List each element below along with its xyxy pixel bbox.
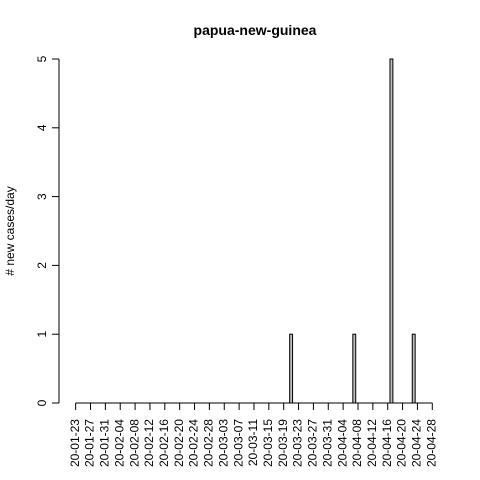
x-tick-label: 20-04-04 [335,419,349,467]
x-tick-label: 20-03-19 [276,419,290,467]
y-tick-label: 3 [35,193,49,200]
y-tick-label: 4 [35,124,49,131]
x-tick-label: 20-04-28 [424,419,438,467]
x-tick-label: 20-02-12 [142,419,156,467]
x-tick-label: 20-02-20 [172,419,186,467]
x-tick-label: 20-04-12 [365,419,379,467]
x-tick-label: 20-02-16 [157,419,171,467]
x-tick-label: 20-03-15 [261,419,275,467]
y-tick-label: 0 [35,399,49,406]
x-tick-label: 20-01-27 [83,419,97,467]
x-tick-label: 20-01-31 [98,419,112,467]
x-tick-label: 20-03-23 [291,419,305,467]
x-tick-label: 20-03-07 [231,419,245,467]
bar [352,333,357,404]
y-axis: 0 1 2 3 4 5 [35,55,60,406]
x-tick-label: 20-04-24 [410,419,424,467]
x-tick-label: 20-03-31 [320,419,334,467]
bar [389,58,394,404]
x-tick-label: 20-03-03 [216,419,230,467]
y-tick-label: 1 [35,331,49,338]
x-tick-label: 20-02-28 [202,419,216,467]
x-tick-label: 20-02-08 [127,419,141,467]
chart-title: papua-new-guinea [194,22,317,38]
bar [289,333,294,404]
x-tick-label: 20-03-11 [246,419,260,466]
x-tick-label: 20-03-27 [306,419,320,467]
x-tick-label: 20-02-04 [112,419,126,467]
x-tick-label: 20-04-20 [395,419,409,467]
x-tick-label: 20-02-24 [187,419,201,467]
x-axis: 20-01-23 20-01-27 20-01-31 20-02-04 20-02-08… [68,402,438,467]
y-tick-label: 2 [35,262,49,269]
x-tick-label: 20-04-08 [350,419,364,467]
bar [411,333,416,404]
y-tick-label: 5 [35,55,49,62]
x-tick-label: 20-01-23 [68,419,82,467]
x-tick-label: 20-04-16 [380,419,394,467]
y-axis-label: # new cases/day [3,186,17,275]
bars [289,58,416,404]
